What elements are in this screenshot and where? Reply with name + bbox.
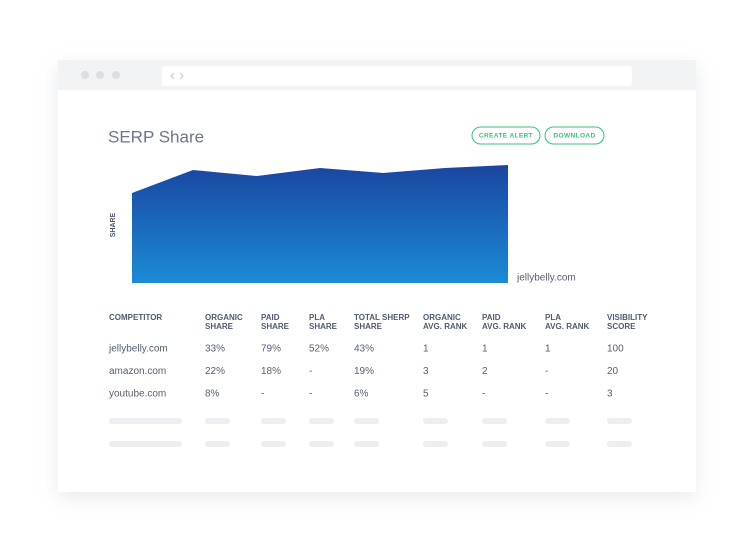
table-cell: 100 [607, 344, 624, 355]
table-cell: 2 [482, 366, 488, 377]
column-header: SCORE [607, 322, 636, 331]
placeholder-bar [607, 441, 632, 447]
share-area [132, 165, 508, 283]
table-cell: 1 [545, 344, 551, 355]
placeholder-bar [354, 441, 379, 447]
placeholder-bar [423, 441, 448, 447]
placeholder-bar [205, 418, 230, 424]
address-bar[interactable] [162, 66, 632, 86]
placeholder-bar [482, 418, 507, 424]
column-header: ORGANIC [423, 313, 461, 322]
column-header: PAID [261, 313, 280, 322]
placeholder-bar [482, 441, 507, 447]
window-dot [96, 71, 104, 79]
table-cell: 52% [309, 344, 329, 355]
column-header: AVG. RANK [545, 322, 590, 331]
series-label: jellybelly.com [516, 273, 576, 284]
table-cell: 79% [261, 344, 281, 355]
placeholder-bar [607, 418, 632, 424]
create-alert-button[interactable] [471, 126, 541, 145]
table-cell: youtube.com [109, 389, 166, 400]
column-header: SHARE [261, 322, 290, 331]
column-header: SHARE [354, 322, 383, 331]
table-cell: - [309, 366, 312, 377]
column-header: AVG. RANK [423, 322, 468, 331]
table-cell: 1 [482, 344, 488, 355]
table-cell: 3 [607, 389, 613, 400]
download-button[interactable] [544, 126, 605, 145]
table-cell: 20 [607, 366, 619, 377]
placeholder-bar [109, 441, 182, 447]
page-title: SERP Share [108, 127, 204, 146]
placeholder-bar [205, 441, 230, 447]
table-cell: amazon.com [109, 366, 166, 377]
column-header: PLA [309, 313, 325, 322]
table-cell: - [261, 389, 264, 400]
column-header: TOTAL SHERP [354, 313, 410, 322]
column-header: PAID [482, 313, 501, 322]
nav-arrows[interactable] [170, 72, 184, 80]
table-cell: 3 [423, 366, 429, 377]
window-dot [81, 71, 89, 79]
column-header: SHARE [309, 322, 338, 331]
button-label[interactable]: DOWNLOAD [553, 133, 595, 140]
placeholder-bar [545, 441, 570, 447]
column-header: COMPETITOR [109, 313, 162, 322]
placeholder-bar [309, 441, 334, 447]
column-header: AVG. RANK [482, 322, 527, 331]
table-cell: 8% [205, 389, 220, 400]
table-cell: - [545, 389, 548, 400]
table-cell: 5 [423, 389, 429, 400]
placeholder-bar [261, 418, 286, 424]
table-cell: 43% [354, 344, 374, 355]
y-axis-label: SHARE [110, 212, 117, 237]
placeholder-bar [354, 418, 379, 424]
table-cell: 22% [205, 366, 225, 377]
column-header: VISIBILITY [607, 313, 648, 322]
table-cell: 33% [205, 344, 225, 355]
table-cell: - [482, 389, 485, 400]
table-cell: jellybelly.com [108, 344, 168, 355]
table-cell: - [545, 366, 548, 377]
column-header: SHARE [205, 322, 234, 331]
competitor-table: COMPETITOR ORGANICSHAREPAIDSHAREPLASHARET… [108, 313, 648, 447]
table-cell: 19% [354, 366, 374, 377]
placeholder-bar [545, 418, 570, 424]
column-header: ORGANIC [205, 313, 243, 322]
button-label[interactable]: CREATE ALERT [479, 133, 533, 140]
table-cell: 18% [261, 366, 281, 377]
column-header: PLA [545, 313, 561, 322]
placeholder-bar [109, 418, 182, 424]
placeholder-bar [261, 441, 286, 447]
window-dot [112, 71, 120, 79]
table-cell: 6% [354, 389, 369, 400]
placeholder-bar [423, 418, 448, 424]
placeholder-bar [309, 418, 334, 424]
table-cell: 1 [423, 344, 429, 355]
table-cell: - [309, 389, 312, 400]
